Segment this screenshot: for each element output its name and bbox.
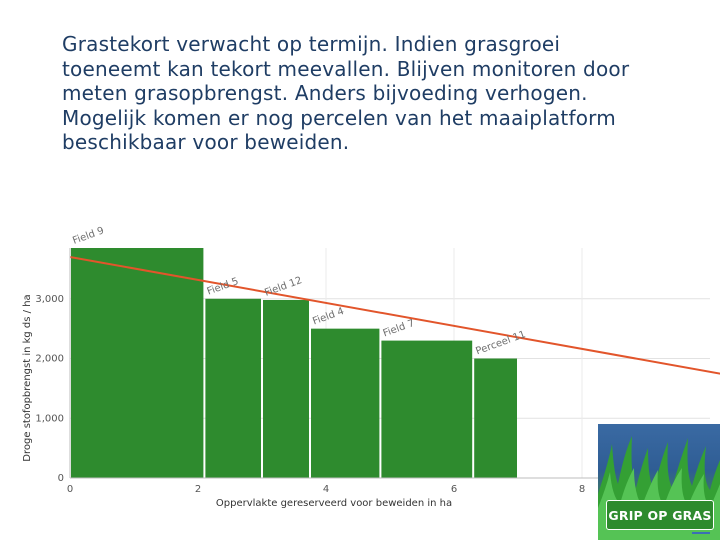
bar (474, 358, 517, 478)
trend-line (69, 255, 720, 375)
x-tick-label: 2 (195, 484, 201, 495)
y-tick-label: 1,000 (35, 413, 64, 424)
y-tick-label: 3,000 (35, 294, 64, 305)
bar-label: Field 5 (206, 276, 240, 297)
x-tick-label: 8 (579, 484, 585, 495)
trend-layer (69, 255, 720, 375)
slide-text-line: toeneemt kan tekort meevallen. Blijven m… (62, 56, 630, 81)
bar (263, 299, 309, 478)
y-tick-label: 2,000 (35, 354, 64, 365)
bar-label: Field 4 (311, 306, 345, 327)
logo-badge: GRIP OP GRAS (606, 500, 714, 530)
slide-text-line: meten grasopbrengst. Anders bijvoeding v… (62, 81, 588, 105)
bars-layer (71, 248, 517, 478)
bar (205, 298, 261, 478)
bar (71, 248, 204, 478)
x-tick-label: 4 (323, 484, 329, 495)
logo-text: GRIP OP GRAS (608, 507, 712, 523)
grip-op-gras-logo: GRIP OP GRAS (598, 424, 720, 540)
corner-mark (692, 532, 710, 534)
bar (381, 340, 473, 478)
slide-text-line: Grastekort verwacht op termijn. Indien g… (62, 32, 561, 56)
y-tick-label: 0 (58, 473, 64, 484)
slide-text: Grastekort verwacht op termijn. Indien g… (62, 32, 702, 155)
bar-label: Field 7 (382, 318, 416, 339)
slide-text-line: Mogelijk komen er nog percelen van het m… (62, 105, 616, 130)
slide-text-line: beschikbaar voor beweiden. (62, 130, 350, 154)
x-axis-title: Oppervlakte gereserveerd voor beweiden i… (216, 498, 452, 509)
x-tick-label: 6 (451, 484, 457, 495)
y-axis-title: Droge stofopbrengst in kg ds / ha (22, 294, 33, 461)
bar-label: Field 9 (71, 225, 105, 246)
x-tick-label: 0 (67, 484, 73, 495)
bar (311, 328, 380, 478)
